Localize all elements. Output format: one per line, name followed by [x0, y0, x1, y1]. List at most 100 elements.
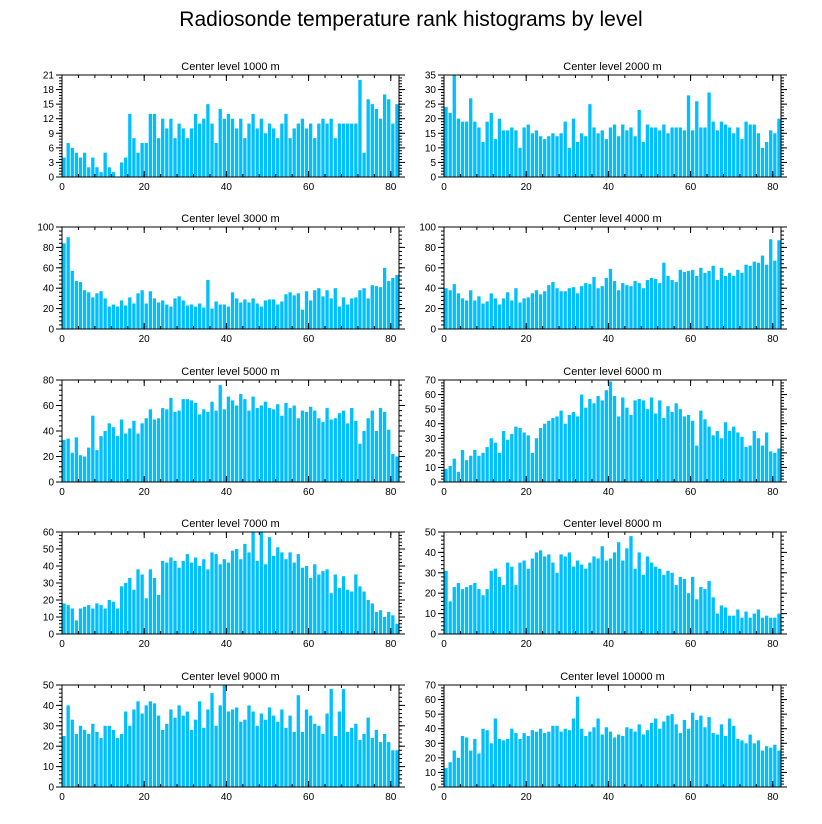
histogram-bar — [198, 123, 202, 177]
histogram-bar — [711, 121, 715, 177]
y-tick-label: 10 — [425, 609, 437, 620]
y-tick-label: 15 — [425, 129, 437, 140]
histogram-bar — [596, 558, 600, 634]
histogram-bar — [276, 721, 280, 787]
histogram-bar — [345, 123, 350, 177]
histogram-bar — [87, 447, 91, 482]
histogram-bar — [629, 286, 633, 329]
histogram-bar — [732, 133, 736, 177]
histogram-bar — [95, 167, 99, 177]
histogram-bar — [152, 703, 157, 787]
histogram-bar — [161, 300, 165, 329]
histogram-bar — [107, 600, 111, 634]
histogram-bar — [666, 715, 670, 787]
histogram-bar — [555, 416, 559, 482]
histogram-bar — [235, 128, 239, 177]
histogram-bar — [239, 118, 243, 177]
y-tick-label: 0 — [48, 478, 54, 489]
histogram-bar — [161, 408, 165, 482]
histogram-bar — [313, 564, 317, 634]
histogram-bar — [649, 562, 654, 634]
histogram-bar — [222, 118, 226, 177]
histogram-bar — [177, 123, 181, 177]
histogram-bar — [296, 418, 300, 482]
histogram-bar — [91, 157, 95, 177]
x-tick-label: 80 — [767, 182, 779, 193]
histogram-bar — [350, 298, 354, 329]
x-tick-label: 80 — [767, 639, 779, 650]
histogram-bar — [317, 574, 321, 634]
histogram-bar — [580, 286, 584, 329]
histogram-bar — [395, 750, 399, 787]
histogram-bar — [608, 558, 613, 634]
histogram-bar — [625, 727, 629, 787]
x-tick-label: 80 — [385, 792, 397, 803]
histogram-bar — [119, 733, 124, 787]
histogram-bar — [87, 733, 91, 787]
histogram-bar — [764, 264, 769, 329]
x-tick-label: 0 — [59, 792, 65, 803]
histogram-bar — [317, 123, 321, 177]
histogram-bar — [522, 432, 526, 482]
histogram-bar — [600, 734, 604, 787]
histogram-bar — [169, 557, 173, 634]
histogram-bar — [313, 138, 317, 177]
histogram-bar — [308, 123, 313, 177]
histogram-bar — [99, 738, 103, 787]
histogram-bar — [366, 418, 370, 482]
histogram-bar — [736, 609, 740, 634]
histogram-bar — [567, 414, 572, 482]
histogram-bar — [144, 598, 148, 634]
histogram-bar — [559, 133, 563, 177]
histogram-bar — [612, 124, 617, 177]
histogram-bar — [382, 94, 387, 177]
histogram-bar — [218, 705, 222, 787]
histogram-bar — [267, 299, 272, 329]
histogram-bar — [124, 583, 128, 634]
histogram-bar — [596, 396, 600, 482]
histogram-bar — [477, 127, 481, 177]
histogram-bar — [732, 275, 736, 329]
histogram-bar — [489, 570, 493, 634]
y-tick-label: 10 — [425, 143, 437, 154]
histogram-bar — [551, 133, 555, 177]
histogram-bar — [559, 554, 563, 634]
histogram-bar — [633, 731, 637, 787]
histogram-bar — [132, 420, 136, 482]
y-tick-label: 100 — [37, 223, 54, 234]
histogram-bar — [571, 566, 576, 634]
histogram-bar — [321, 296, 325, 329]
histogram-bar — [444, 468, 448, 482]
x-tick-label: 40 — [221, 792, 233, 803]
histogram-bar — [350, 591, 354, 634]
histogram-bar — [756, 609, 761, 634]
histogram-bar — [703, 419, 707, 482]
histogram-bar — [723, 607, 728, 634]
x-tick-label: 40 — [603, 334, 615, 345]
histogram-bar — [662, 124, 666, 177]
histogram-bar — [82, 290, 87, 329]
histogram-bar — [456, 293, 461, 329]
histogram-bar — [506, 562, 510, 634]
histogram-bar — [567, 147, 572, 177]
histogram-bar — [719, 121, 724, 177]
histogram-bar — [202, 409, 206, 482]
histogram-bar — [370, 603, 374, 634]
histogram-bar — [103, 608, 107, 634]
histogram-bar — [699, 267, 703, 329]
histogram-bar — [185, 399, 190, 482]
histogram-bar — [374, 109, 379, 177]
histogram-bar — [592, 276, 596, 329]
histogram-bar — [600, 546, 604, 634]
histogram-bar — [243, 138, 247, 177]
y-tick-label: 9 — [48, 129, 54, 140]
histogram-bar — [670, 280, 674, 329]
histogram-bar — [288, 552, 292, 634]
histogram-bar — [387, 611, 391, 634]
histogram-bar — [506, 292, 510, 329]
y-tick-label: 18 — [43, 85, 55, 96]
histogram-bar — [119, 419, 124, 482]
histogram-bar — [674, 127, 678, 177]
histogram-bar — [674, 724, 678, 787]
histogram-bar — [534, 290, 539, 329]
